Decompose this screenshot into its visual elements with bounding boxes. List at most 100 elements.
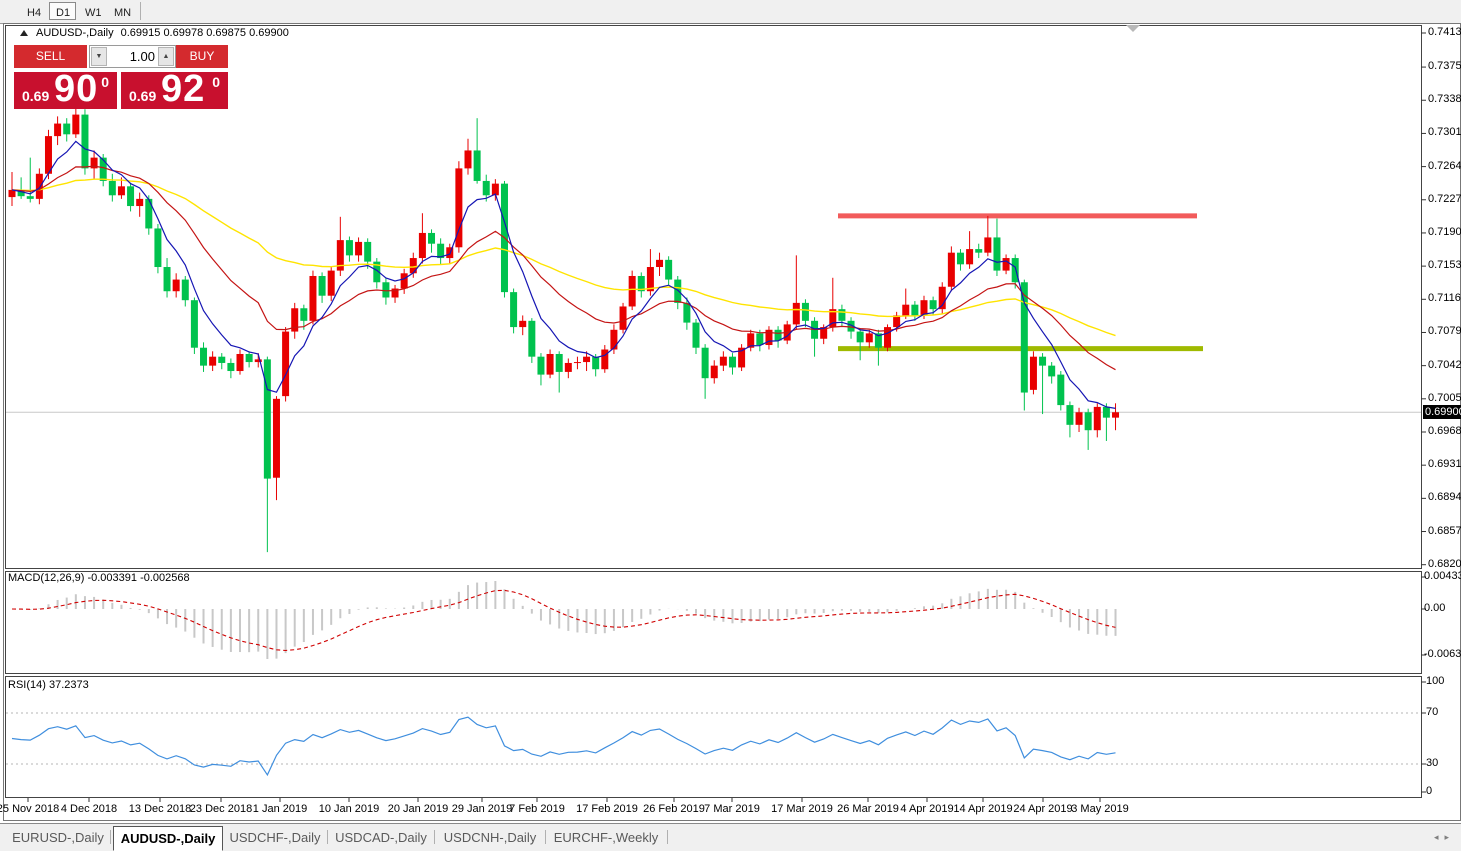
candle-body: [820, 327, 828, 339]
candle-body: [364, 241, 372, 262]
timeframe-button-h4[interactable]: H4: [20, 2, 47, 20]
candle-body: [938, 286, 946, 310]
date-axis-label: 4 Dec 2018: [60, 803, 118, 815]
tab-eurchf-weekly[interactable]: EURCHF-,Weekly: [553, 830, 659, 845]
candle-body: [227, 362, 235, 372]
candle-body: [975, 249, 983, 253]
candle-body: [765, 329, 773, 346]
tab-usdchf-daily[interactable]: USDCHF-,Daily: [229, 830, 321, 845]
tab-usdcnh-daily[interactable]: USDCNH-,Daily: [443, 830, 537, 845]
candle-body: [592, 356, 600, 370]
volume-input[interactable]: 1.00: [129, 49, 155, 64]
tab-eurusd-daily[interactable]: EURUSD-,Daily: [12, 830, 104, 845]
macd-signal-line: [11, 589, 1116, 652]
buy-price-pipette: 0: [212, 74, 220, 90]
candle-body: [355, 241, 363, 256]
tab-separator: [434, 830, 435, 844]
candle-body: [519, 320, 527, 328]
candle-body: [719, 356, 727, 366]
candle-body: [637, 275, 645, 292]
candle-body: [209, 356, 217, 366]
volume-decrease-button[interactable]: ▼: [91, 47, 107, 66]
candle-body: [154, 228, 162, 268]
candle-body: [145, 198, 153, 229]
candle-body: [601, 349, 609, 370]
candle-body: [218, 356, 226, 363]
candle-body: [136, 198, 144, 207]
macd-axis-label: 0.00: [1424, 602, 1446, 614]
tab-usdcad-daily[interactable]: USDCAD-,Daily: [335, 830, 427, 845]
sell-button[interactable]: SELL: [14, 45, 87, 68]
one-click-trading-panel: SELL ▼ 1.00 ▲ BUY 0.69 90 0 0.69 92 0: [14, 45, 228, 110]
candle-body: [847, 320, 855, 332]
tab-audusd-daily[interactable]: AUDUSD-,Daily: [113, 826, 223, 851]
candle-body: [127, 186, 135, 207]
timeframe-button-w1[interactable]: W1: [78, 2, 105, 20]
current-price-badge: 0.69900: [1423, 405, 1461, 420]
tab-scroll-arrows[interactable]: ◂▸: [1433, 832, 1455, 842]
candle-body: [929, 300, 937, 310]
candle-body: [738, 347, 746, 368]
candle-body: [1002, 258, 1010, 271]
date-axis-label: 17 Feb 2019: [576, 803, 638, 815]
candle-body: [1102, 406, 1110, 418]
sell-price-prefix: 0.69: [22, 88, 50, 104]
candle-body: [309, 275, 317, 321]
candle-body: [263, 359, 271, 479]
date-axis-label: 4 Apr 2019: [900, 803, 954, 815]
candle-body: [510, 292, 518, 328]
candle-body: [628, 275, 636, 307]
candle-body: [528, 320, 536, 357]
one-click-panel-toggle-icon[interactable]: [20, 30, 28, 36]
buy-price-tile[interactable]: 0.69 92 0: [121, 68, 228, 110]
candle-body: [428, 232, 436, 244]
candle-body: [1057, 374, 1065, 406]
volume-increase-button[interactable]: ▲: [158, 47, 174, 66]
candle-body: [117, 186, 125, 196]
candle-body: [865, 333, 873, 343]
candle-body: [856, 331, 864, 343]
date-axis-label: 13 Dec 2018: [128, 803, 192, 815]
candle-body: [236, 353, 244, 372]
candle-body: [984, 237, 992, 253]
candle-body: [1093, 406, 1101, 431]
date-axis-label: 10 Jan 2019: [318, 803, 380, 815]
candle-body: [418, 232, 426, 259]
macd-axis-label: -0.006373: [1424, 648, 1461, 660]
tab-separator: [110, 830, 111, 844]
sell-price-tile[interactable]: 0.69 90 0: [14, 68, 117, 110]
timeframe-button-d1[interactable]: D1: [49, 2, 76, 20]
candle-body: [1020, 282, 1028, 393]
toolbar-separator: [140, 2, 141, 20]
buy-price-big-digits: 92: [161, 68, 206, 110]
tab-separator: [545, 830, 546, 844]
rsi-axis-label: 100: [1426, 675, 1445, 687]
candle-body: [966, 249, 974, 265]
rsi-label: RSI(14) 37.2373: [8, 679, 89, 691]
volume-stepper[interactable]: ▼ 1.00 ▲: [89, 45, 176, 68]
candle-body: [54, 123, 62, 137]
timeframe-button-mn[interactable]: MN: [107, 2, 136, 20]
candle-body: [537, 356, 545, 375]
candle-body: [792, 302, 800, 325]
candle-body: [382, 282, 390, 298]
ma-mid-line: [11, 165, 1116, 371]
candle-body: [829, 309, 837, 328]
candle-body: [391, 288, 399, 298]
candle-body: [564, 362, 572, 372]
tab-separator: [327, 830, 328, 844]
candle-body: [947, 252, 955, 287]
buy-button[interactable]: BUY: [176, 45, 228, 68]
candle-body: [81, 114, 89, 169]
candle-body: [254, 359, 262, 363]
